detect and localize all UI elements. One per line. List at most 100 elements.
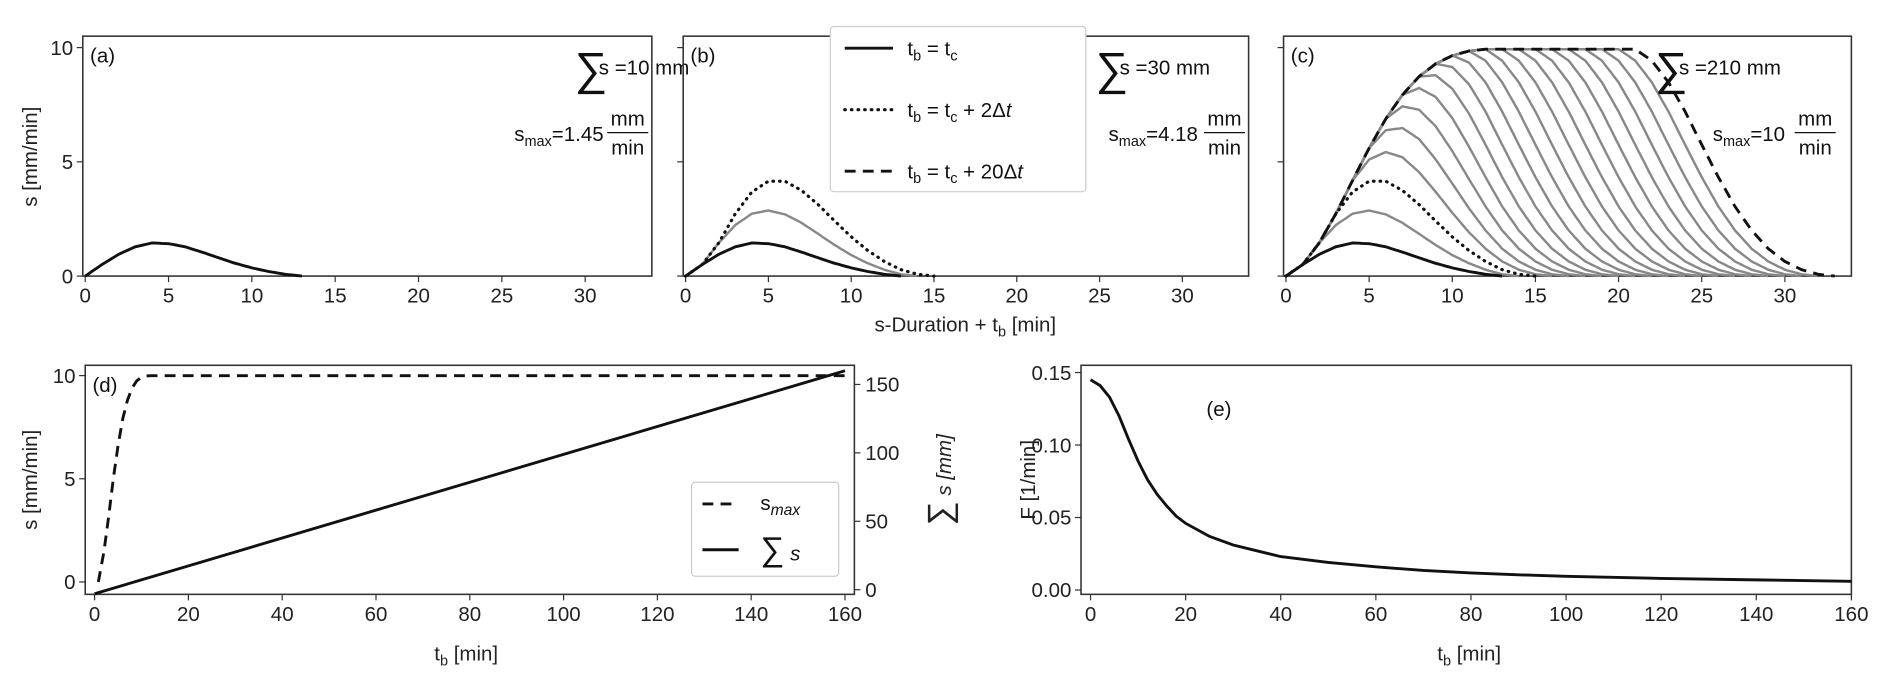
x-tick-label: 80 (458, 603, 481, 626)
x-tick-label: 0 (89, 603, 100, 626)
y-tick-label: 0 (64, 571, 75, 594)
panel-label: (d) (92, 374, 117, 397)
x-tick-label: 160 (828, 603, 862, 626)
y-tick-label: 0.10 (1032, 434, 1072, 457)
label-part: t (907, 37, 913, 60)
x-tick-label: 30 (574, 285, 597, 308)
panel-label: (c) (1291, 45, 1315, 68)
sum-symbol: ∑ (1655, 43, 1688, 94)
x-tick-label: 100 (547, 603, 581, 626)
label-part: t (907, 99, 913, 122)
label-part: c (950, 48, 957, 64)
label-part: t (1017, 160, 1024, 183)
panel-e-frame (1080, 364, 1853, 596)
series-line-gray-k1 (684, 209, 918, 278)
series-line-F (1089, 378, 1852, 583)
label-part: c (950, 171, 957, 187)
sum-annotation: s =30 mm (1120, 57, 1211, 80)
y-tick-label: 0 (62, 265, 73, 288)
unit-denominator: min (611, 136, 644, 159)
legend-entry: ∑ s (760, 531, 800, 569)
x-tick-label: 5 (1363, 285, 1374, 308)
x-tick-label: 25 (1088, 285, 1111, 308)
x-tick-label: 25 (490, 285, 513, 308)
x-tick-label: 0 (1280, 285, 1291, 308)
label-part: =4.18 (1146, 123, 1198, 146)
x-tick-label: 20 (407, 285, 430, 308)
panel-label: (b) (690, 45, 715, 68)
x-tick-label: 140 (1739, 603, 1773, 626)
smax-annotation: smax=1.45 (514, 123, 603, 150)
x-tick-label: 80 (1460, 603, 1483, 626)
y-tick-label: 10 (53, 365, 76, 388)
y-axis-label: s [mm/min] (19, 107, 42, 207)
label-part: + 2Δ (957, 99, 1006, 122)
label-part: max (1119, 134, 1147, 150)
unit-denominator: min (1208, 136, 1241, 159)
y2-tick-label: 150 (865, 374, 899, 397)
x-tick-label: 40 (1269, 603, 1292, 626)
series-line-solid-k0 (84, 241, 303, 278)
x-tick-label: 30 (1171, 285, 1194, 308)
label-part: b (440, 653, 448, 669)
x-tick-label: 120 (640, 603, 674, 626)
label-part: s [mm] (933, 433, 956, 501)
label-part: s (1109, 123, 1119, 146)
label-part: c (950, 110, 957, 126)
label-part: b (1443, 653, 1451, 669)
label-part: =10 (1750, 123, 1785, 146)
x-tick-label: 15 (1524, 285, 1547, 308)
label-part: ∑ (760, 531, 784, 569)
sum-symbol: ∑ (575, 43, 608, 94)
y2-tick-label: 50 (865, 511, 888, 534)
x-tick-label: 5 (763, 285, 774, 308)
series-line-cumulative-s (94, 369, 846, 596)
label-part: s (1713, 123, 1723, 146)
x-tick-label: 10 (240, 285, 263, 308)
x-axis-label: tb [min] (1437, 643, 1501, 670)
series-line-solid-k0 (684, 241, 902, 278)
y2-tick-label: 100 (865, 442, 899, 465)
unit-numerator: mm (1798, 107, 1832, 130)
x-tick-label: 20 (177, 603, 200, 626)
legend-box (691, 481, 840, 577)
label-part: s (514, 123, 524, 146)
label-part: = t (921, 37, 950, 60)
legend-entry: tb = tc (907, 37, 957, 64)
x-tick-label: 0 (680, 285, 691, 308)
panel-label: (e) (1206, 398, 1231, 421)
x-tick-label: 100 (1549, 603, 1583, 626)
x-tick-label: 10 (840, 285, 863, 308)
series-line-s-max (96, 374, 845, 583)
label-part: = t (921, 99, 950, 122)
smax-annotation: smax=4.18 (1109, 123, 1198, 150)
series-line-gray-k1 (1285, 209, 1519, 278)
shared-x-axis-label: s-Duration + tb [min] (874, 314, 1056, 341)
label-part: = t (921, 160, 950, 183)
series-line-dotted-k2 (684, 179, 936, 278)
label-part: t (1437, 643, 1443, 666)
x-tick-label: 15 (923, 285, 946, 308)
smax-annotation: smax=10 (1713, 123, 1785, 150)
x-tick-label: 160 (1834, 603, 1868, 626)
y2-tick-label: 0 (865, 579, 876, 602)
unit-numerator: mm (611, 107, 645, 130)
label-part: b (913, 171, 921, 187)
x-axis-label: tb [min] (434, 643, 498, 670)
x-tick-label: 15 (324, 285, 347, 308)
x-tick-label: 60 (365, 603, 388, 626)
x-tick-label: 120 (1644, 603, 1678, 626)
sum-annotation: s =10 mm (599, 57, 690, 80)
label-part: + 20Δ (957, 160, 1017, 183)
legend-entry: tb = tc + 20Δt (907, 160, 1024, 187)
label-part: [min] (1451, 643, 1501, 666)
label-part: b (913, 48, 921, 64)
legend-entry: tb = tc + 2Δt (907, 99, 1012, 126)
label-part: ∑ (921, 501, 959, 525)
label-part: max (524, 134, 552, 150)
y-tick-label: 5 (64, 468, 75, 491)
y-tick-label: 0.05 (1032, 507, 1072, 530)
series-line-dashed-k20 (1285, 47, 1835, 278)
y-axis-label: F [1/min] (1017, 440, 1040, 520)
